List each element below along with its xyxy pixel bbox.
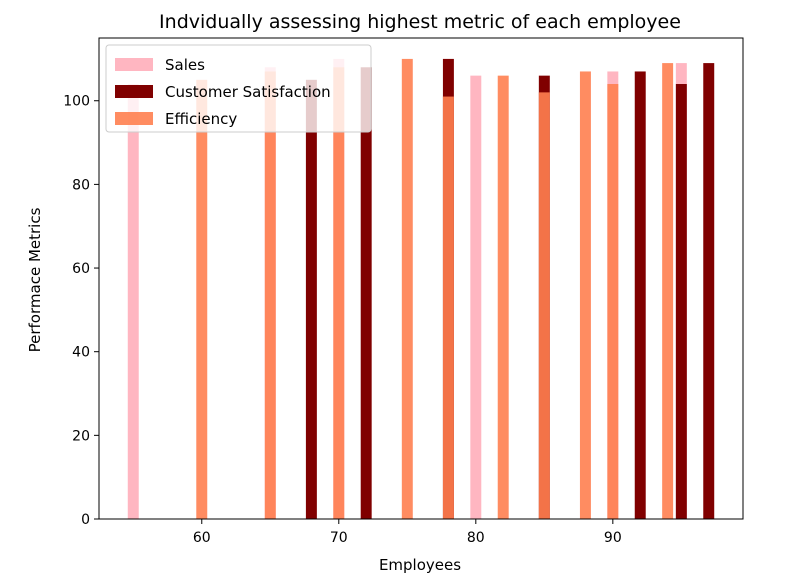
bar-customer-satisfaction-97 — [703, 63, 715, 520]
axes-layer: 60 70 80 90 0 20 40 60 80 100 — [63, 37, 744, 546]
bar-efficiency-70 — [333, 67, 345, 519]
legend-label-efficiency: Efficiency — [165, 110, 237, 128]
bar-efficiency-90 — [607, 84, 619, 519]
x-tick-label: 90 — [604, 530, 622, 546]
legend-swatch-efficiency — [115, 112, 153, 125]
chart-title: Indvidually assessing highest metric of … — [159, 11, 681, 33]
bar-efficiency-94 — [662, 63, 674, 520]
legend-label-sales: Sales — [165, 56, 205, 74]
y-tick-label: 0 — [81, 512, 90, 528]
bars-layer — [127, 58, 715, 520]
bar-efficiency-65 — [264, 71, 276, 519]
bar-sales-55 — [127, 84, 139, 519]
y-tick-label: 60 — [72, 261, 90, 277]
plot-frame — [98, 37, 744, 520]
bar-efficiency-60 — [196, 79, 208, 520]
legend-box — [105, 44, 372, 133]
legend: Sales Customer Satisfaction Efficiency — [105, 44, 372, 133]
x-tick-label: 80 — [467, 530, 485, 546]
bar-efficiency-75 — [401, 58, 413, 519]
y-tick-label: 20 — [72, 428, 90, 444]
legend-swatch-customer-satisfaction — [115, 85, 153, 98]
y-tick-label: 40 — [72, 345, 90, 361]
bar-customer-satisfaction-72 — [360, 67, 372, 519]
x-tick-label: 60 — [193, 530, 211, 546]
bar-customer-satisfaction-95 — [675, 84, 687, 519]
y-axis-label: Performace Metrics — [26, 207, 44, 352]
bar-efficiency-88 — [579, 71, 591, 519]
x-axis-label: Employees — [379, 556, 461, 574]
bar-sales-80 — [470, 75, 482, 519]
legend-swatch-sales — [115, 58, 153, 71]
y-tick-label: 80 — [72, 177, 90, 193]
legend-label-customer-satisfaction: Customer Satisfaction — [165, 83, 331, 101]
bar-customer-satisfaction-68 — [305, 79, 317, 520]
x-tick-label: 70 — [330, 530, 348, 546]
bar-efficiency-82 — [497, 75, 509, 519]
bar-efficiency-85 — [538, 92, 550, 520]
y-tick-label: 100 — [63, 94, 90, 110]
bar-efficiency-78 — [442, 96, 454, 519]
bar-customer-satisfaction-92 — [634, 71, 646, 519]
